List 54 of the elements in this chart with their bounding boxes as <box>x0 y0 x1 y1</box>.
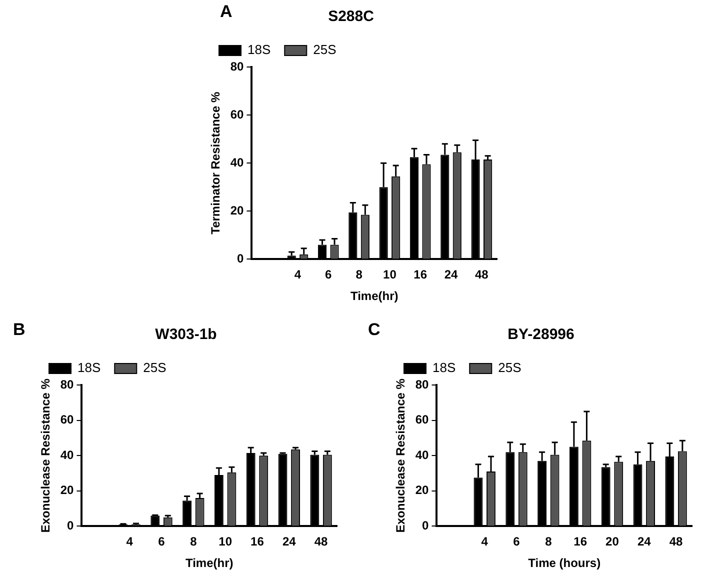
x-tick-label: 4 <box>481 534 488 549</box>
x-tick-label: 6 <box>325 268 332 282</box>
y-tick-label: 20 <box>415 483 430 498</box>
text: A <box>220 2 232 22</box>
x-tick-label: 24 <box>444 268 458 282</box>
legend-label: 18S <box>78 360 101 376</box>
y-tick-label: 80 <box>60 377 74 392</box>
y-tick-label: 20 <box>230 203 244 218</box>
y-tick-label: 20 <box>60 483 74 498</box>
x-tick-label: 24 <box>282 534 296 549</box>
x-tick-label: 4 <box>294 268 302 282</box>
legend-label: 18S <box>432 360 456 376</box>
y-tick-label: 40 <box>230 155 244 170</box>
x-tick-label: 6 <box>513 534 520 549</box>
y-tick-label: 0 <box>67 518 74 533</box>
legend-label: 25S <box>143 360 167 376</box>
chart-title: W303-1b <box>155 326 217 344</box>
x-axis-title: Time(hr) <box>350 289 398 304</box>
x-tick-label: 8 <box>356 268 363 282</box>
y-axis-title: Exonuclease Resistance % <box>394 378 408 533</box>
x-tick-label: 4 <box>126 534 134 549</box>
x-tick-label: 16 <box>414 268 428 282</box>
legend-label: 18S <box>248 42 271 58</box>
x-tick-label: 16 <box>250 534 264 549</box>
y-axis-title: Exonuclease Resistance % <box>38 378 53 533</box>
x-axis-title: Time (hours) <box>528 556 601 570</box>
y-tick-label: 60 <box>60 412 74 427</box>
chart-title: S288C <box>328 8 374 26</box>
x-tick-label: 10 <box>383 268 397 282</box>
x-tick-label: 10 <box>218 534 232 549</box>
chart-title: BY-28996 <box>508 326 574 344</box>
y-tick-label: 60 <box>415 412 430 427</box>
x-tick-label: 8 <box>190 534 198 549</box>
text: C <box>368 320 380 340</box>
y-tick-label: 0 <box>422 518 430 533</box>
text: B <box>13 320 26 340</box>
x-tick-label: 48 <box>314 534 328 549</box>
x-tick-label: 20 <box>606 534 620 549</box>
y-tick-label: 0 <box>237 252 244 266</box>
y-tick-label: 80 <box>230 59 244 74</box>
legend-label: 25S <box>313 42 337 58</box>
y-axis-title: Terminator Resistance % <box>208 92 223 234</box>
x-axis-title: Time(hr) <box>185 556 234 570</box>
y-tick-label: 40 <box>60 448 74 462</box>
y-tick-label: 60 <box>230 107 244 122</box>
x-tick-label: 8 <box>545 534 552 549</box>
y-tick-label: 80 <box>415 377 430 392</box>
x-tick-label: 48 <box>474 268 489 282</box>
x-tick-label: 16 <box>574 534 588 549</box>
legend-label: 25S <box>498 360 522 376</box>
x-tick-label: 6 <box>158 534 166 549</box>
y-tick-label: 40 <box>415 448 430 462</box>
x-tick-label: 24 <box>637 534 652 549</box>
x-tick-label: 48 <box>669 534 684 549</box>
